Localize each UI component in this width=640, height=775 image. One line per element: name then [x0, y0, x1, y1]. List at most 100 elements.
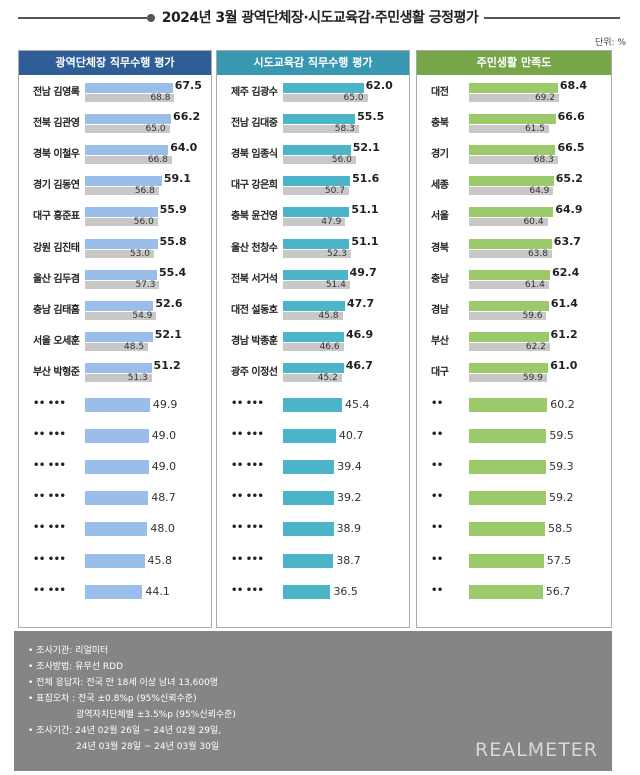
value-label-current: 49.7 — [349, 265, 377, 279]
category-label: •• ••• — [33, 491, 66, 503]
chart-row: •• 59.5 — [417, 421, 611, 449]
chart-row: 충남 62.4 61.4 — [417, 266, 611, 294]
unit-label: 단위: % — [594, 38, 626, 48]
value-label-previous: 45.8 — [318, 310, 339, 321]
bar-current — [283, 331, 344, 342]
bar-current — [283, 176, 351, 187]
bar-current — [469, 491, 546, 506]
value-label-previous: 51.3 — [127, 372, 148, 383]
category-label: 경북 임종식 — [231, 149, 278, 161]
chart-row: 경북 63.7 63.8 — [417, 235, 611, 263]
category-label: 경북 이철우 — [33, 149, 80, 161]
bar-previous — [283, 342, 344, 351]
bar-current — [469, 522, 546, 537]
footer-line: 광역자치단체별 ±3.5%p (95%신뢰수준) — [76, 710, 236, 720]
chart-row: 전북 서거석 49.7 51.4 — [217, 266, 409, 294]
chart-row: 대구 강은희 51.6 50.7 — [217, 172, 409, 200]
chart-panel: 시도교육감 직무수행 평가 제주 김광수 62.0 65.0 전남 김대중 55.5 58.… — [216, 50, 410, 628]
category-label: 충북 — [431, 118, 449, 130]
category-label: •• ••• — [33, 460, 66, 472]
chart-row: •• 60.2 — [417, 390, 611, 418]
bar-current — [469, 176, 554, 187]
bar-previous — [469, 94, 559, 102]
category-label: •• ••• — [231, 398, 264, 409]
value-label-current: 57.5 — [546, 553, 572, 567]
category-label: 대구 홍준표 — [33, 211, 80, 223]
value-label-current: 52.1 — [352, 141, 380, 155]
bar-previous — [85, 94, 175, 102]
value-label-current: 39.4 — [337, 460, 362, 474]
bar-current — [469, 145, 556, 156]
bar-previous — [469, 280, 549, 289]
category-label: •• ••• — [33, 553, 66, 565]
panel-title: 광역단체장 직무수행 평가 — [19, 51, 211, 75]
chart-row: •• ••• 45.8 — [19, 546, 211, 574]
footer-line: • 조사기간: 24년 02월 26일 ~ 24년 02월 29일, — [28, 726, 222, 736]
category-label: 대전 설동호 — [231, 304, 278, 316]
chart-row: 대전 설동호 47.7 45.8 — [217, 297, 409, 325]
chart-row: 부산 61.2 62.2 — [417, 328, 611, 356]
category-label: 울산 김두겸 — [33, 273, 80, 285]
value-label-current: 52.6 — [155, 296, 183, 310]
footer-line: • 조사방법: 유무선 RDD — [28, 662, 123, 672]
bar-current — [283, 269, 348, 280]
chart-row: 경남 박종훈 46.9 46.6 — [217, 328, 409, 356]
category-label: 경남 — [431, 304, 449, 316]
bar-previous — [283, 311, 343, 320]
category-label: •• — [431, 398, 443, 409]
bar-current — [85, 83, 173, 93]
value-label-previous: 46.6 — [319, 341, 340, 352]
chart-title-text: 2024년 3월 광역단체장·시도교육감·주민생활 긍정평가 — [155, 10, 485, 26]
chart-row: 울산 김두겸 55.4 57.3 — [19, 266, 211, 294]
value-label-current: 36.5 — [333, 584, 358, 598]
value-label-previous: 61.4 — [524, 279, 545, 290]
value-label-previous: 60.4 — [523, 217, 544, 228]
bar-previous — [469, 373, 547, 382]
bar-previous — [283, 156, 356, 165]
bar-current — [85, 584, 143, 599]
value-label-current: 49.0 — [151, 429, 177, 443]
value-label-current: 60.2 — [550, 398, 575, 411]
bar-current — [469, 429, 547, 444]
category-label: 부산 — [431, 335, 449, 347]
chart-row: 강원 김진태 55.8 53.0 — [19, 235, 211, 263]
bar-previous — [283, 94, 368, 102]
value-label-current: 64.9 — [555, 203, 583, 217]
bar-current — [283, 429, 336, 444]
chart-row: 경기 66.5 68.3 — [417, 141, 611, 169]
value-label-previous: 68.3 — [533, 155, 554, 166]
value-label-previous: 68.8 — [150, 93, 171, 103]
chart-row: 경북 임종식 52.1 56.0 — [217, 141, 409, 169]
value-label-current: 55.5 — [357, 110, 385, 124]
category-label: •• — [431, 460, 443, 472]
chart-panel: 주민생활 만족도 대전 68.4 69.2 충북 66.6 61.5 경기 66.5 68.3 세종… — [416, 50, 612, 628]
value-label-current: 49.9 — [152, 398, 178, 411]
chart-row: 경기 김동연 59.1 56.8 — [19, 172, 211, 200]
value-label-previous: 58.3 — [334, 124, 355, 135]
bar-previous — [85, 373, 152, 382]
value-label-current: 66.5 — [557, 141, 585, 155]
category-label: 광주 이정선 — [231, 366, 278, 378]
value-label-current: 49.0 — [151, 460, 177, 474]
bar-current — [283, 460, 335, 475]
bar-current — [469, 300, 549, 311]
bar-previous — [283, 373, 342, 382]
value-label-current: 68.4 — [559, 79, 588, 92]
title-line-right — [478, 17, 620, 19]
bar-current — [283, 398, 343, 412]
category-label: 제주 김광수 — [231, 87, 278, 98]
value-label-previous: 56.0 — [133, 217, 154, 228]
survey-info-box: • 조사기관: 리얼미터 • 조사방법: 유무선 RDD • 전체 응답자: 전… — [14, 631, 612, 771]
bar-previous — [469, 311, 547, 320]
category-label: 대구 — [431, 366, 449, 378]
bar-current — [469, 207, 554, 218]
bar-current — [469, 553, 544, 568]
bar-current — [283, 553, 334, 568]
bar-previous — [469, 218, 548, 227]
chart-row: 대전 68.4 69.2 — [417, 79, 611, 107]
value-label-previous: 63.8 — [527, 248, 548, 259]
value-label-current: 45.8 — [147, 553, 173, 567]
chart-row: 충북 66.6 61.5 — [417, 110, 611, 138]
category-label: 대구 강은희 — [231, 180, 278, 192]
bar-current — [85, 362, 152, 373]
